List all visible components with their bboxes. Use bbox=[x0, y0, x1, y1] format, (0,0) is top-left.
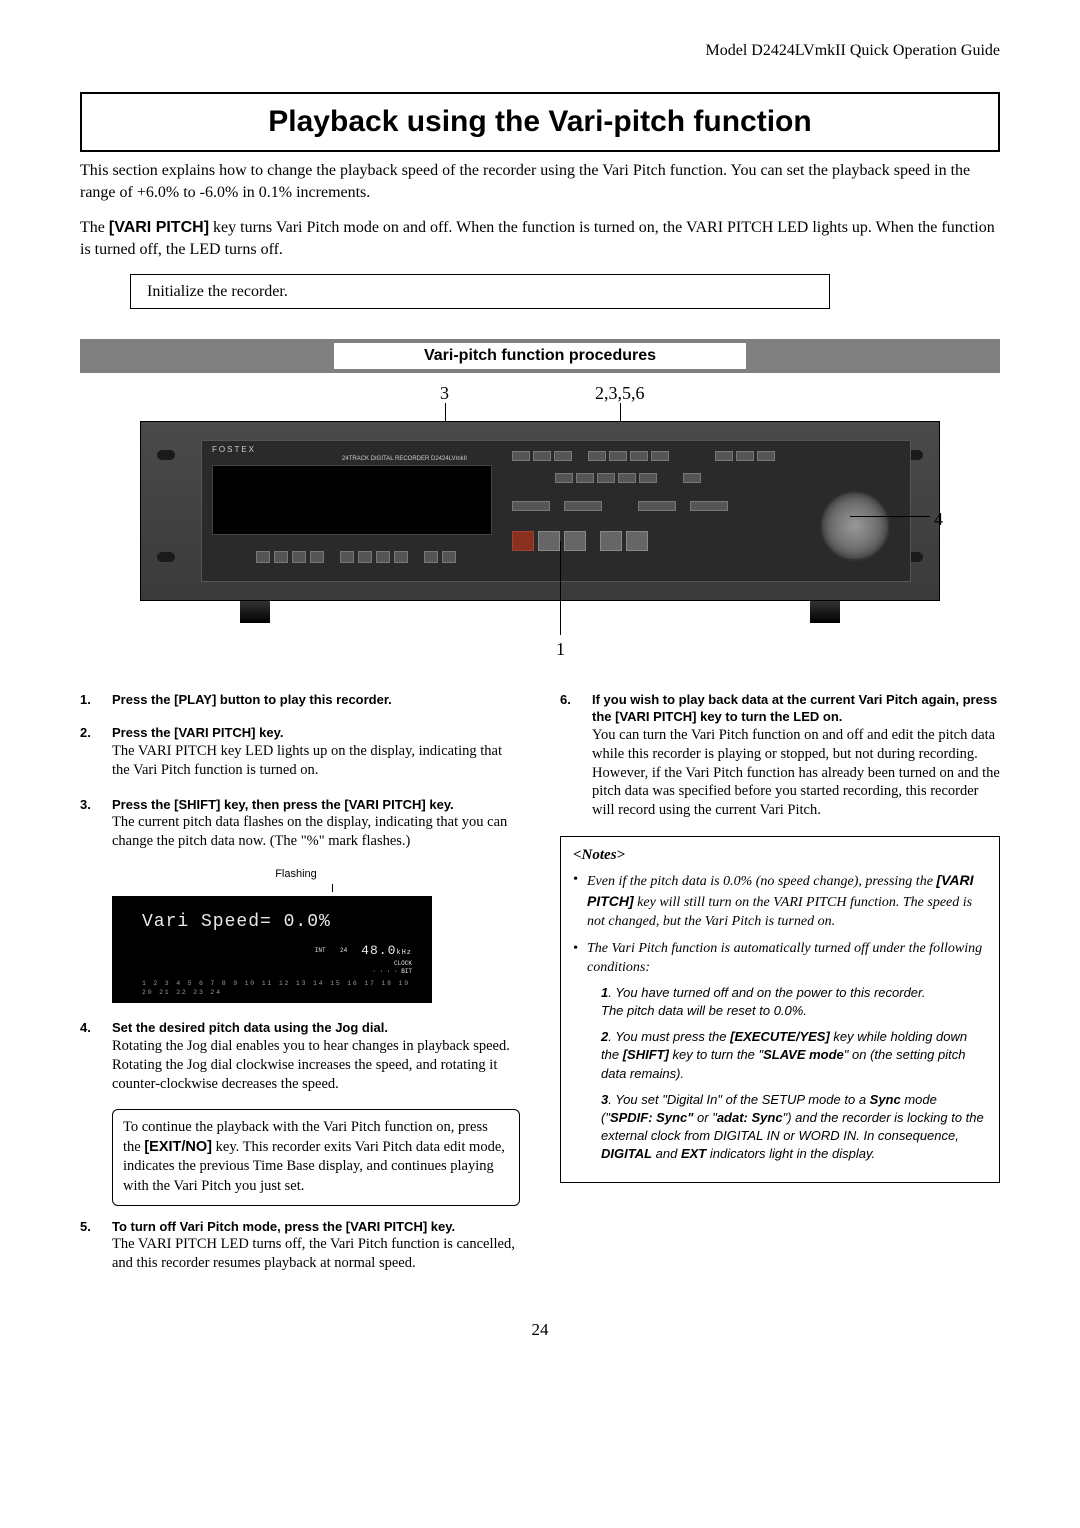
step-4: 4. Set the desired pitch data using the … bbox=[80, 1019, 520, 1093]
step-6-body: You can turn the Vari Pitch function on … bbox=[592, 726, 1000, 820]
device-lcd-screen bbox=[212, 465, 492, 535]
device-body: FOSTEX 24TRACK DIGITAL RECORDER D2424LVm… bbox=[140, 421, 940, 601]
intro-paragraph-1: This section explains how to change the … bbox=[80, 160, 1000, 205]
callout-3: 3 bbox=[440, 381, 449, 405]
exit-note-box: To continue the playback with the Vari P… bbox=[112, 1109, 520, 1205]
step-2-heading: Press the [VARI PITCH] key. bbox=[112, 724, 520, 742]
intro-paragraph-2: The [VARI PITCH] key turns Vari Pitch mo… bbox=[80, 217, 1000, 262]
notes-heading: <Notes> bbox=[573, 845, 987, 865]
play-button bbox=[564, 531, 586, 551]
device-bottom-buttons bbox=[212, 551, 456, 563]
instruction-columns: 1. Press the [PLAY] button to play this … bbox=[80, 691, 1000, 1289]
notes-box: <Notes> Even if the pitch data is 0.0% (… bbox=[560, 836, 1000, 1182]
step-3: 3. Press the [SHIFT] key, then press the… bbox=[80, 796, 520, 851]
step-2-body: The VARI PITCH key LED lights up on the … bbox=[112, 742, 520, 780]
device-mid-buttons bbox=[512, 501, 728, 511]
step-5-heading: To turn off Vari Pitch mode, press the [… bbox=[112, 1218, 520, 1236]
lcd-caption: Flashing bbox=[72, 867, 520, 882]
exit-note-text: To continue the playback with the Vari P… bbox=[123, 1119, 505, 1194]
notes-sub-1: 1. You have turned off and on the power … bbox=[601, 984, 987, 1020]
device-front-panel: FOSTEX 24TRACK DIGITAL RECORDER D2424LVm… bbox=[201, 440, 911, 582]
jog-dial bbox=[820, 491, 890, 561]
step-2: 2. Press the [VARI PITCH] key. The VARI … bbox=[80, 724, 520, 779]
notes-bullet-1: Even if the pitch data is 0.0% (no speed… bbox=[573, 871, 987, 932]
callout-1: 1 bbox=[556, 637, 565, 661]
record-button bbox=[512, 531, 534, 551]
document-header: Model D2424LVmkII Quick Operation Guide bbox=[80, 40, 1000, 62]
step-3-heading: Press the [SHIFT] key, then press the [V… bbox=[112, 796, 520, 814]
callout-2356: 2,3,5,6 bbox=[595, 381, 645, 405]
step-4-body: Rotating the Jog dial enables you to hea… bbox=[112, 1037, 520, 1094]
section-header-bar: Vari-pitch function procedures bbox=[80, 339, 1000, 373]
section-header-text: Vari-pitch function procedures bbox=[334, 343, 746, 369]
initialize-box: Initialize the recorder. bbox=[130, 274, 830, 310]
notes-sub-2: 2. You must press the [EXECUTE/YES] key … bbox=[601, 1028, 987, 1083]
stop-button bbox=[538, 531, 560, 551]
left-column: 1. Press the [PLAY] button to play this … bbox=[80, 691, 520, 1289]
notes-bullet-2: The Vari Pitch function is automatically… bbox=[573, 940, 987, 1163]
lcd-display: Vari Speed= 0.0% INT 24 48.0kHz CLOCK · … bbox=[112, 896, 432, 1004]
forward-button bbox=[626, 531, 648, 551]
step-6: 6. If you wish to play back data at the … bbox=[560, 691, 1000, 820]
lcd-track-ticks: 1 2 3 4 5 6 7 8 9 10 11 12 13 14 15 16 1… bbox=[124, 976, 420, 998]
step-1-heading: Press the [PLAY] button to play this rec… bbox=[112, 691, 520, 709]
device-diagram: 3 2,3,5,6 FOSTEX 24TRACK DIGITAL RECORDE… bbox=[80, 381, 1000, 661]
step-6-heading: If you wish to play back data at the cur… bbox=[592, 691, 1000, 726]
rewind-button bbox=[600, 531, 622, 551]
step-5: 5. To turn off Vari Pitch mode, press th… bbox=[80, 1218, 520, 1273]
page-title: Playback using the Vari-pitch function bbox=[102, 102, 978, 143]
device-logo: FOSTEX bbox=[212, 445, 256, 456]
page-number: 24 bbox=[80, 1319, 1000, 1342]
notes-sub-3: 3. You set "Digital In" of the SETUP mod… bbox=[601, 1091, 987, 1164]
lcd-main-text: Vari Speed= 0.0% bbox=[124, 904, 420, 942]
device-transport-buttons bbox=[512, 531, 648, 551]
title-box: Playback using the Vari-pitch function bbox=[80, 92, 1000, 153]
lcd-digits: 48.0kHz bbox=[361, 942, 420, 960]
notes-list: Even if the pitch data is 0.0% (no speed… bbox=[573, 871, 987, 1163]
step-1: 1. Press the [PLAY] button to play this … bbox=[80, 691, 520, 709]
callout-4: 4 bbox=[934, 507, 943, 531]
notes-sublist: 1. You have turned off and on the power … bbox=[587, 984, 987, 1164]
step-4-heading: Set the desired pitch data using the Jog… bbox=[112, 1019, 520, 1037]
device-model-label: 24TRACK DIGITAL RECORDER D2424LVmkII bbox=[342, 455, 467, 463]
step-3-body: The current pitch data flashes on the di… bbox=[112, 813, 520, 851]
right-column: 6. If you wish to play back data at the … bbox=[560, 691, 1000, 1289]
device-top-buttons bbox=[512, 451, 775, 461]
step-5-body: The VARI PITCH LED turns off, the Vari P… bbox=[112, 1235, 520, 1273]
